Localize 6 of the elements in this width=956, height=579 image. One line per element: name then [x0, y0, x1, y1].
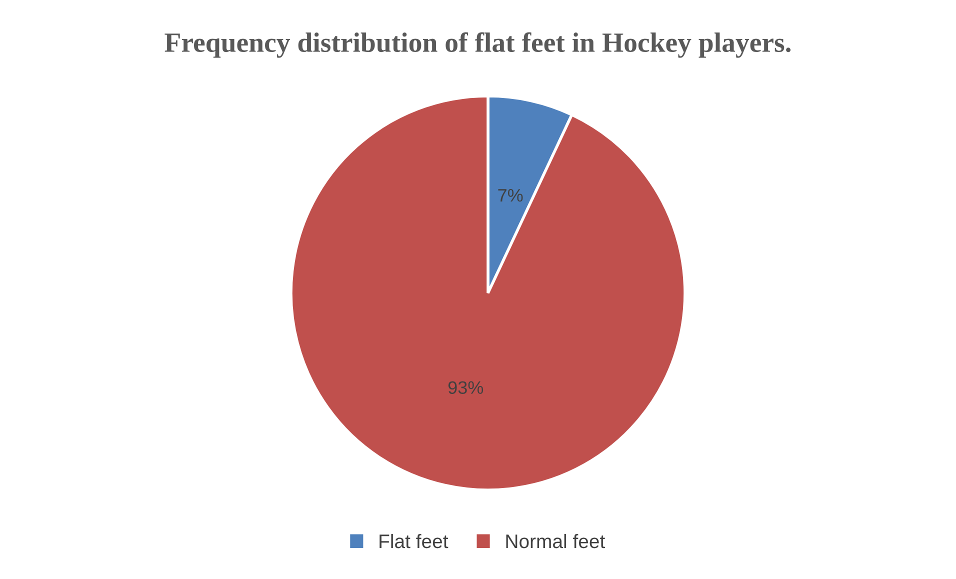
legend-label: Normal feet	[506, 534, 606, 548]
data-label: 93%	[448, 381, 484, 394]
chart-title: Frequency distribution of flat feet in Hockey players.	[164, 32, 791, 58]
pie-slice	[290, 94, 686, 492]
legend-label: Flat feet	[380, 534, 448, 548]
data-label: 7%	[498, 189, 523, 202]
